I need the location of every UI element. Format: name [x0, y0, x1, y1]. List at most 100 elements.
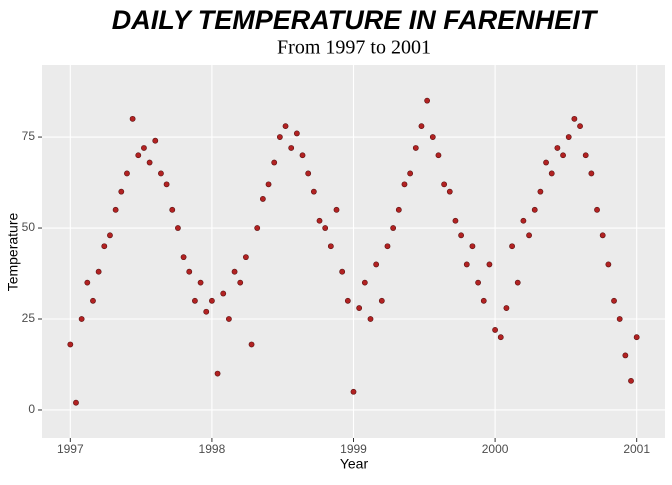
point [446, 188, 453, 195]
point [378, 297, 385, 304]
point [390, 225, 397, 231]
point [305, 170, 312, 177]
point [327, 243, 334, 250]
point [73, 399, 79, 406]
point [407, 170, 414, 177]
point [565, 134, 572, 140]
point [271, 159, 278, 166]
point [628, 377, 634, 384]
point [509, 243, 515, 250]
point [588, 170, 595, 177]
x-tick-label: 2001 [623, 442, 650, 456]
point [503, 305, 510, 311]
point [95, 268, 102, 275]
point [480, 297, 487, 304]
point [611, 297, 617, 304]
x-tick-label: 1997 [57, 442, 84, 456]
point [288, 145, 295, 151]
point [520, 217, 527, 224]
point [107, 232, 113, 239]
point [605, 261, 612, 268]
point [237, 279, 244, 286]
chart-title: DAILY TEMPERATURE IN FARENHEIT [112, 5, 599, 35]
point [299, 152, 306, 159]
point [384, 243, 391, 250]
point [112, 206, 119, 213]
point [259, 196, 266, 202]
point [594, 206, 600, 213]
point [537, 188, 544, 195]
point [582, 152, 589, 159]
point [129, 115, 136, 122]
y-tick-label: 25 [22, 311, 36, 325]
point [158, 170, 164, 177]
point [599, 232, 606, 239]
point [526, 232, 532, 239]
point [554, 145, 561, 151]
point [458, 232, 465, 239]
x-axis-label: Year [340, 456, 369, 472]
point [90, 297, 96, 304]
point [220, 290, 227, 297]
point [124, 170, 130, 177]
point [412, 145, 419, 151]
point [322, 225, 329, 231]
point [169, 206, 176, 213]
point [310, 188, 317, 195]
point [84, 279, 91, 286]
point [192, 297, 198, 304]
point [531, 206, 538, 213]
point [163, 181, 170, 188]
point [633, 334, 640, 341]
point [214, 370, 221, 377]
point [475, 279, 481, 286]
point [463, 261, 470, 268]
point [401, 181, 408, 188]
x-tick-label: 2000 [482, 442, 509, 456]
point [135, 152, 142, 159]
point [248, 341, 255, 348]
point [339, 268, 346, 275]
point [435, 152, 442, 159]
point [344, 297, 351, 304]
point [146, 159, 153, 166]
point [67, 341, 74, 348]
point [254, 225, 261, 231]
point [469, 243, 476, 250]
point [560, 152, 566, 159]
chart-subtitle: From 1997 to 2001 [277, 37, 431, 59]
point [231, 268, 238, 275]
point [367, 316, 374, 322]
point [452, 217, 459, 224]
point [514, 279, 521, 286]
y-tick-label: 50 [22, 220, 36, 234]
point [356, 305, 363, 311]
point [497, 334, 504, 341]
point [78, 316, 85, 322]
point [543, 159, 549, 166]
point [152, 137, 159, 144]
point [197, 279, 204, 286]
x-tick-label: 1999 [340, 442, 367, 456]
point [548, 170, 555, 177]
point [361, 279, 368, 286]
y-tick-label: 75 [22, 129, 36, 143]
point [424, 97, 431, 104]
point [265, 181, 272, 188]
point [441, 181, 448, 188]
point [186, 268, 193, 275]
point [276, 134, 283, 140]
point [209, 297, 215, 304]
point [141, 145, 147, 151]
point [333, 206, 340, 213]
point [225, 316, 232, 322]
point [293, 130, 300, 137]
point [486, 261, 493, 268]
x-tick-label: 1998 [199, 442, 226, 456]
point [418, 123, 425, 130]
point [616, 316, 623, 322]
point [492, 327, 498, 333]
point [350, 388, 357, 395]
y-axis-label: Temperature [5, 212, 21, 291]
